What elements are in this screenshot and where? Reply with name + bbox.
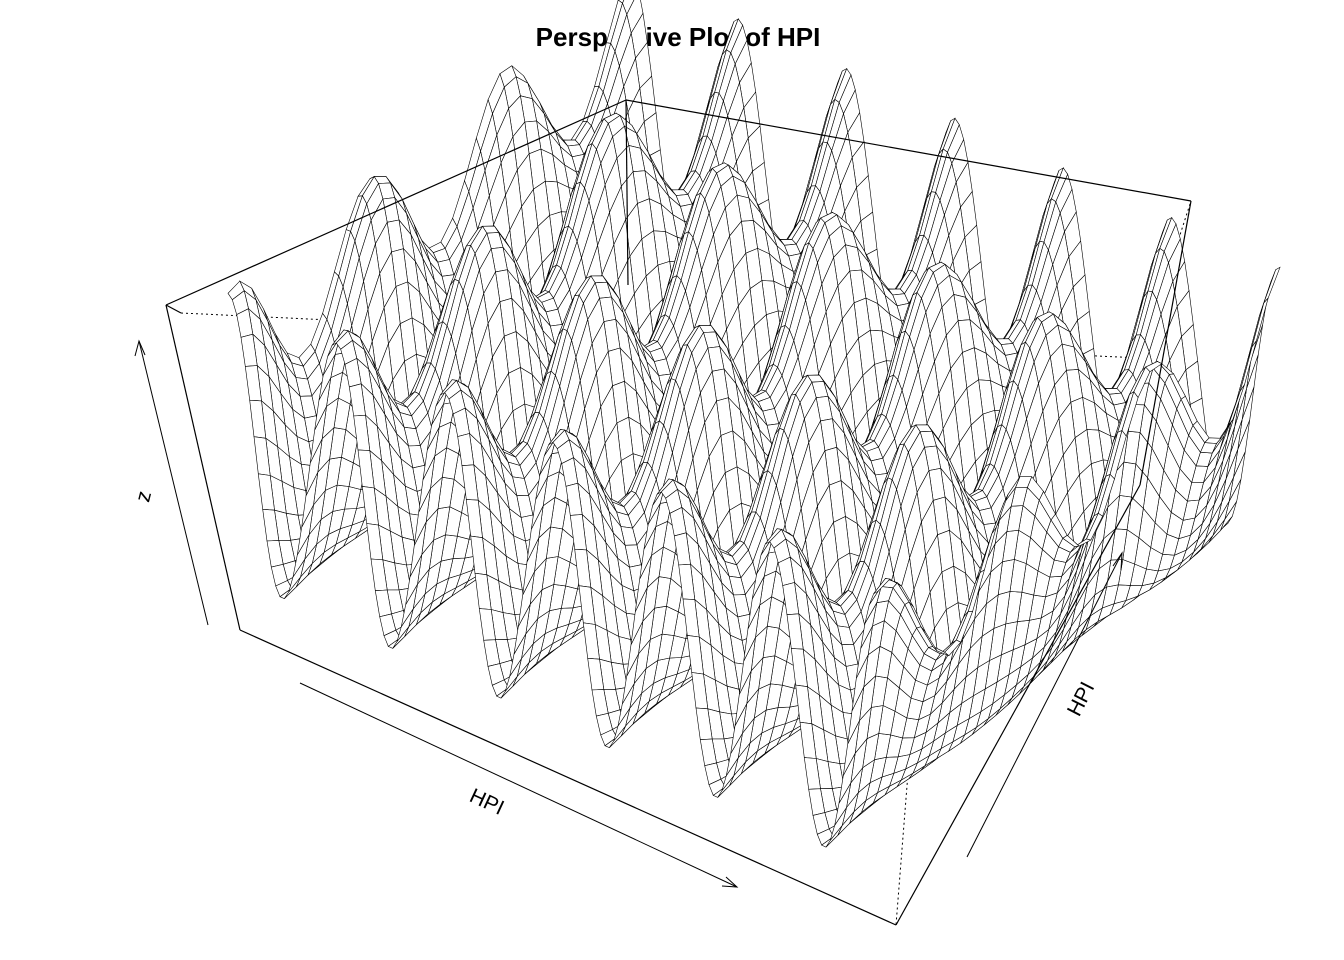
chart-title: Perspective Plot of HPI <box>536 22 821 52</box>
surface-mesh <box>227 0 1281 848</box>
